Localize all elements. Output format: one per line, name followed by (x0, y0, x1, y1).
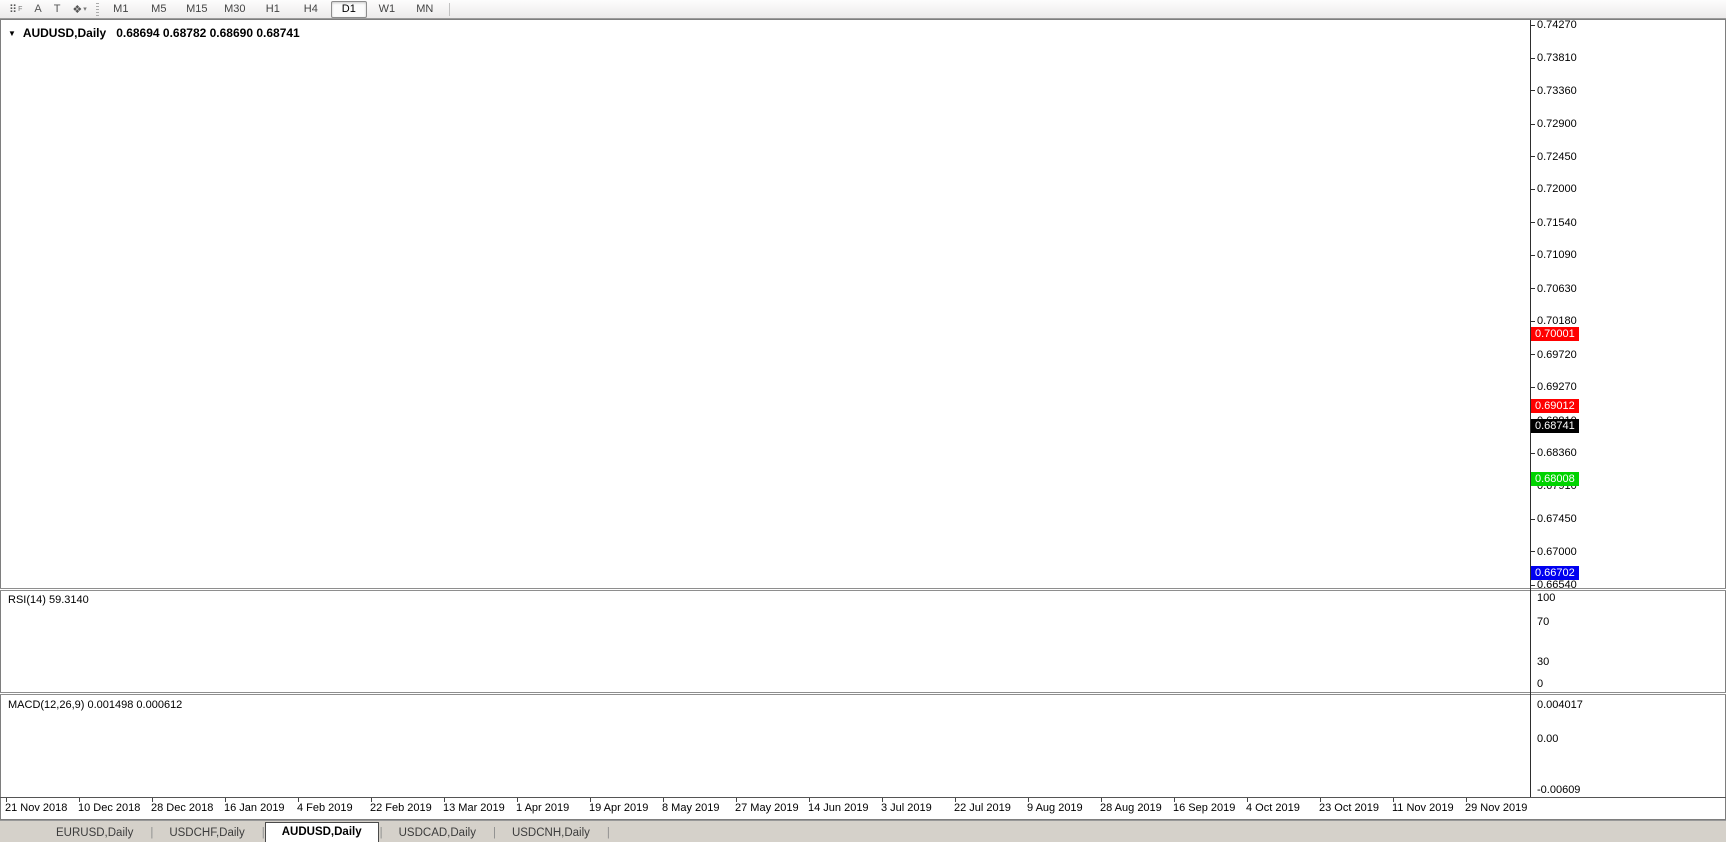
tab-usdcnh-daily[interactable]: USDCNH,Daily (511, 827, 590, 839)
macd-axis-label: 0.00 (1537, 732, 1559, 745)
date-label: 23 Oct 2019 (1319, 802, 1379, 814)
date-label: 16 Sep 2019 (1173, 802, 1236, 814)
timeframe-w1[interactable]: W1 (378, 3, 396, 15)
macd-panel-separator[interactable] (0, 692, 1726, 695)
shapes-tool-icon[interactable]: ❖ ▾ (72, 3, 87, 16)
tab-usdcad-daily[interactable]: USDCAD,Daily (398, 827, 476, 839)
date-axis-border (0, 797, 1726, 798)
date-label: 8 May 2019 (662, 802, 720, 814)
price-tick-label: 0.72450 (1537, 150, 1577, 163)
date-label: 4 Feb 2019 (297, 802, 353, 814)
rsi-label: RSI(14) 59.3140 (8, 594, 89, 606)
chart-title: ▼ AUDUSD,Daily 0.68694 0.68782 0.68690 0… (8, 26, 300, 40)
toolbar-separator (448, 2, 450, 16)
tab-audusd-daily[interactable]: AUDUSD,Daily (264, 822, 379, 842)
tab-usdchf-daily[interactable]: USDCHF,Daily (169, 827, 245, 839)
date-label: 22 Jul 2019 (954, 802, 1011, 814)
price-tick-label: 0.71540 (1537, 216, 1577, 229)
date-label: 29 Nov 2019 (1465, 802, 1528, 814)
chart-window-frame (0, 19, 1726, 820)
price-tick-label: 0.69720 (1537, 348, 1577, 361)
rsi-level-label: 30 (1537, 656, 1550, 668)
toolbar-grip (95, 2, 99, 16)
rsi-level-label: 0 (1537, 678, 1544, 690)
timeframe-m5[interactable]: M5 (151, 3, 167, 15)
tab-separator: | (379, 827, 383, 839)
date-label: 14 Jun 2019 (808, 802, 869, 814)
current-price-box: 0.68741 (1531, 418, 1579, 433)
price-tick-label: 0.67450 (1537, 513, 1577, 526)
date-label: 28 Dec 2018 (151, 802, 214, 814)
price-tick-label: 0.72900 (1537, 118, 1577, 131)
date-label: 10 Dec 2018 (78, 802, 141, 814)
chart-tab-bar: EURUSD,Daily | USDCHF,Daily | AUDUSD,Daily | U… (0, 820, 1726, 842)
price-axis-line (1530, 20, 1531, 797)
macd-axis-label: -0.00609 (1537, 784, 1581, 796)
rsi-panel-separator[interactable] (0, 588, 1726, 591)
price-tick-label: 0.70630 (1537, 282, 1577, 295)
timeframe-m30[interactable]: M30 (224, 3, 246, 15)
macd-axis-label: 0.004017 (1537, 699, 1583, 711)
text-cursor-a-icon[interactable]: A (34, 3, 42, 15)
price-tick-label: 0.70180 (1537, 315, 1577, 328)
tab-separator: | (150, 827, 154, 839)
timeframe-h4[interactable]: H4 (303, 3, 318, 15)
date-label: 21 Nov 2018 (5, 802, 68, 814)
date-label: 19 Apr 2019 (589, 802, 649, 814)
rsi-level-label: 100 (1537, 592, 1556, 604)
chevron-down-icon[interactable]: ▼ (8, 29, 16, 38)
tab-separator: | (606, 827, 610, 839)
price-tick-label: 0.73810 (1537, 52, 1577, 65)
timeframe-d1[interactable]: D1 (330, 0, 367, 18)
hline-price-box: 0.70001 (1531, 327, 1579, 342)
price-tick-label: 0.71090 (1537, 249, 1577, 262)
timeframe-mn[interactable]: MN (416, 3, 434, 15)
text-label-t-icon[interactable]: T (53, 3, 61, 15)
chart-symbol-label: AUDUSD,Daily (22, 26, 107, 40)
chart-ohlc-values: 0.68694 0.68782 0.68690 0.68741 (116, 26, 300, 40)
top-toolbar: ⠿ F A T ❖ ▾ M1 M5 M15 M30 H1 H4 D1 W1 MN (0, 0, 1726, 19)
price-tick-label: 0.67000 (1537, 545, 1577, 558)
date-label: 22 Feb 2019 (370, 802, 432, 814)
date-label: 4 Oct 2019 (1246, 802, 1300, 814)
price-tick-label: 0.69270 (1537, 381, 1577, 394)
date-label: 9 Aug 2019 (1027, 802, 1083, 814)
price-tick-label: 0.73360 (1537, 84, 1577, 97)
tab-separator: | (261, 827, 265, 839)
timeframe-h1[interactable]: H1 (265, 3, 280, 15)
tab-separator: | (492, 827, 496, 839)
price-tick-label: 0.68360 (1537, 447, 1577, 460)
timeframe-m1[interactable]: M1 (113, 3, 129, 15)
hline-price-box: 0.69012 (1531, 398, 1579, 413)
date-label: 3 Jul 2019 (881, 802, 932, 814)
snap-grid-icon[interactable]: ⠿ F (9, 3, 23, 16)
macd-label: MACD(12,26,9) 0.001498 0.000612 (8, 699, 183, 711)
date-label: 16 Jan 2019 (224, 802, 285, 814)
hline-price-box: 0.68008 (1531, 471, 1579, 486)
tab-eurusd-daily[interactable]: EURUSD,Daily (56, 827, 134, 839)
price-tick-label: 0.74270 (1537, 19, 1577, 31)
hline-price-box: 0.66702 (1531, 566, 1579, 581)
date-label: 27 May 2019 (735, 802, 799, 814)
date-label: 28 Aug 2019 (1100, 802, 1162, 814)
date-label: 1 Apr 2019 (516, 802, 570, 814)
date-label: 11 Nov 2019 (1392, 802, 1454, 814)
price-tick-label: 0.72000 (1537, 183, 1577, 196)
timeframe-m15[interactable]: M15 (186, 3, 208, 15)
date-label: 13 Mar 2019 (443, 802, 505, 814)
rsi-level-label: 70 (1537, 616, 1550, 628)
price-tick-label: 0.66540 (1537, 579, 1577, 591)
